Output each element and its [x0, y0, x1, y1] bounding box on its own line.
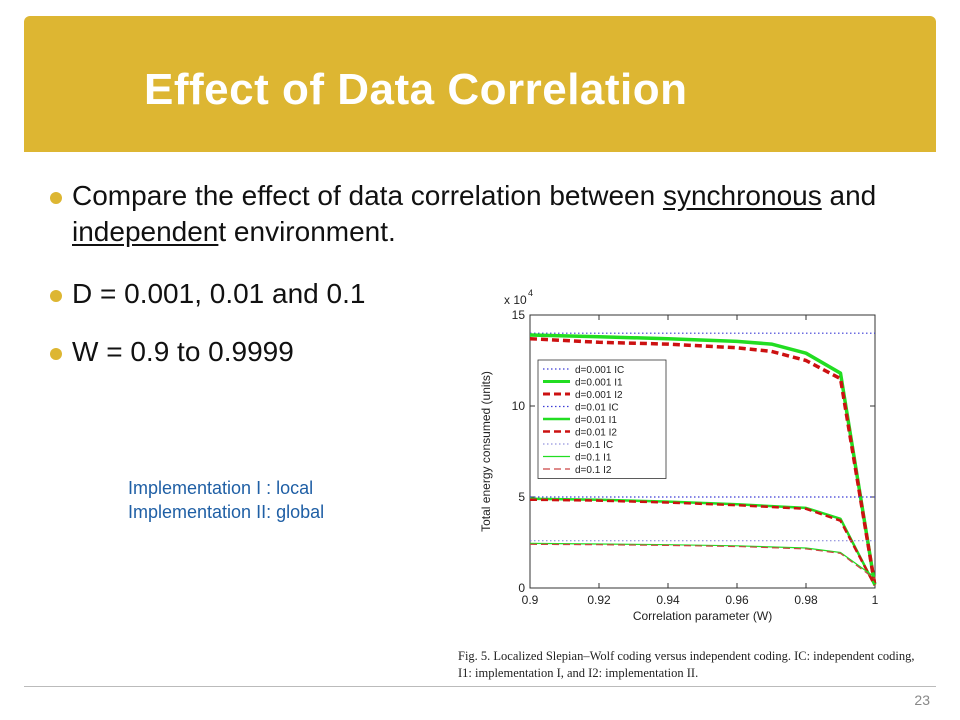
footer-divider: [24, 686, 936, 687]
bullet-dot: [50, 192, 62, 204]
x-tick-label: 0.98: [794, 593, 818, 607]
x-tick-label: 0.92: [587, 593, 611, 607]
y-tick-label: 15: [512, 308, 526, 322]
series-line-7: [529, 542, 876, 578]
bullet1-underlined-independent: independen: [72, 216, 219, 247]
bullet-dot: [50, 290, 62, 302]
legend-label: d=0.001 I1: [575, 378, 623, 389]
title-bar: Effect of Data Correlation: [24, 16, 936, 152]
bullet1-text-mid: and: [821, 180, 877, 211]
legend-label: d=0.1 I1: [575, 453, 612, 464]
legend-label: d=0.01 I1: [575, 415, 617, 426]
series-line-8: [529, 543, 876, 580]
y-tick-label: 0: [518, 581, 525, 595]
bullet-w-range: W = 0.9 to 0.9999: [46, 334, 926, 370]
series-line-1: [529, 333, 877, 585]
figure-caption: Fig. 5. Localized Slepian–Wolf coding ve…: [458, 649, 915, 680]
y-axis-label: Total energy consumed (units): [479, 371, 493, 532]
x-tick-label: 0.94: [656, 593, 680, 607]
impl-line-1: Implementation I : local: [128, 478, 314, 498]
page-number: 23: [914, 692, 930, 708]
bullet3-text: W = 0.9 to 0.9999: [72, 336, 294, 367]
y-multiplier: x 10: [504, 293, 527, 307]
bullet-compare: Compare the effect of data correlation b…: [46, 178, 926, 250]
bullet2-text: D = 0.001, 0.01 and 0.1: [72, 278, 366, 309]
bullet-d-values: D = 0.001, 0.01 and 0.1: [46, 276, 926, 312]
x-tick-label: 0.9: [522, 593, 539, 607]
legend-label: d=0.1 IC: [575, 440, 613, 451]
series-line-2: [529, 336, 877, 585]
bullet-dot: [50, 348, 62, 360]
bullet1-underlined-synchronous: synchronous: [662, 180, 822, 211]
y-tick-label: 10: [512, 399, 526, 413]
slide-title: Effect of Data Correlation: [144, 65, 688, 114]
implementation-note: Implementation I : local Implementation …: [128, 476, 324, 524]
x-axis-label: Correlation parameter (W): [633, 609, 772, 623]
impl-line-2: Implementation II: global: [128, 502, 325, 522]
bullet1-text-start: Compare the effect of data correlation b…: [72, 180, 663, 211]
legend-label: d=0.1 I2: [575, 465, 612, 476]
y-tick-label: 5: [518, 490, 525, 504]
legend-label: d=0.001 IC: [575, 365, 624, 376]
legend-label: d=0.001 I2: [575, 390, 623, 401]
legend-label: d=0.01 I2: [575, 428, 617, 439]
legend-box: [537, 359, 667, 479]
series-line-5: [529, 498, 876, 586]
x-tick-label: 0.96: [725, 593, 749, 607]
y-multiplier-exponent: 4: [528, 288, 533, 298]
x-tick-label: 1: [872, 593, 879, 607]
legend-label: d=0.01 IC: [575, 403, 619, 414]
energy-line-chart: x 10 4 Total energy consumed (units) Cor…: [479, 288, 879, 623]
bullet1-text-end: t environment.: [218, 216, 396, 247]
